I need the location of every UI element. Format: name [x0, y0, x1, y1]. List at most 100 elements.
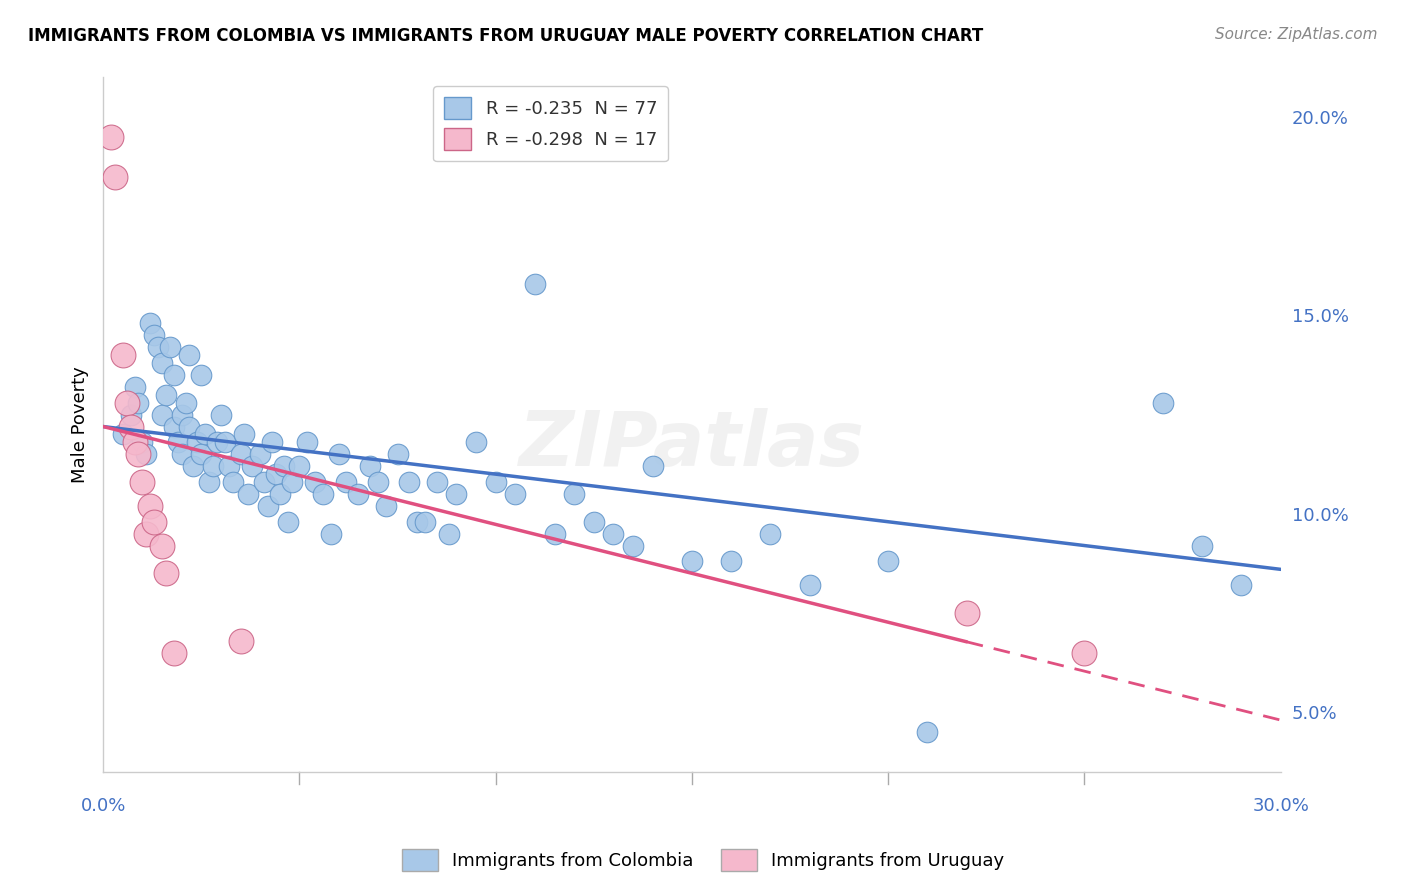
Point [238, 487, 260, 501]
Text: IMMIGRANTS FROM COLOMBIA VS IMMIGRANTS FROM URUGUAY MALE POVERTY CORRELATION CHA: IMMIGRANTS FROM COLOMBIA VS IMMIGRANTS F… [28, 27, 983, 45]
Point [155, 388, 177, 402]
Point [799, 578, 821, 592]
Point [209, 408, 232, 422]
Point [269, 487, 291, 501]
Point [127, 447, 149, 461]
Point [398, 475, 420, 489]
Point [328, 447, 350, 461]
Point [159, 340, 181, 354]
Point [186, 435, 208, 450]
Point [202, 459, 225, 474]
Point [249, 447, 271, 461]
Point [335, 475, 357, 489]
Point [135, 447, 157, 461]
Point [277, 515, 299, 529]
Point [120, 408, 142, 422]
Point [150, 356, 173, 370]
Point [111, 427, 134, 442]
Point [104, 169, 127, 184]
Point [124, 435, 146, 450]
Point [194, 427, 217, 442]
Point [720, 554, 742, 568]
Point [465, 435, 488, 450]
Text: Source: ZipAtlas.com: Source: ZipAtlas.com [1215, 27, 1378, 42]
Point [387, 447, 409, 461]
Text: ZIPatlas: ZIPatlas [519, 409, 865, 483]
Point [190, 447, 212, 461]
Point [190, 368, 212, 382]
Point [359, 459, 381, 474]
Point [166, 435, 188, 450]
Point [759, 526, 782, 541]
Point [111, 348, 134, 362]
Point [956, 606, 979, 620]
Point [240, 459, 263, 474]
Point [264, 467, 287, 482]
Point [917, 725, 939, 739]
Point [124, 380, 146, 394]
Point [115, 395, 138, 409]
Point [170, 408, 193, 422]
Point [127, 395, 149, 409]
Point [131, 435, 153, 450]
Point [319, 526, 342, 541]
Point [253, 475, 276, 489]
Point [179, 348, 201, 362]
Point [198, 475, 221, 489]
Point [297, 435, 319, 450]
Point [135, 526, 157, 541]
Point [288, 459, 311, 474]
Point [1191, 539, 1213, 553]
Point [312, 487, 335, 501]
Point [260, 435, 283, 450]
Point [143, 515, 166, 529]
Point [621, 539, 644, 553]
Point [150, 408, 173, 422]
Point [562, 487, 585, 501]
Text: 0.0%: 0.0% [80, 797, 125, 814]
Point [1073, 646, 1095, 660]
Text: 30.0%: 30.0% [1253, 797, 1309, 814]
Point [120, 419, 142, 434]
Point [183, 459, 205, 474]
Point [304, 475, 326, 489]
Point [582, 515, 605, 529]
Point [523, 277, 546, 291]
Point [877, 554, 900, 568]
Point [641, 459, 664, 474]
Y-axis label: Male Poverty: Male Poverty [72, 367, 89, 483]
Legend: R = -0.235  N = 77, R = -0.298  N = 17: R = -0.235 N = 77, R = -0.298 N = 17 [433, 87, 668, 161]
Point [1230, 578, 1253, 592]
Point [163, 419, 186, 434]
Point [374, 499, 396, 513]
Point [131, 475, 153, 489]
Point [406, 515, 429, 529]
Point [602, 526, 624, 541]
Point [229, 633, 252, 648]
Legend: Immigrants from Colombia, Immigrants from Uruguay: Immigrants from Colombia, Immigrants fro… [395, 842, 1011, 879]
Point [437, 526, 460, 541]
Point [273, 459, 295, 474]
Point [218, 459, 240, 474]
Point [179, 419, 201, 434]
Point [146, 340, 169, 354]
Point [139, 499, 162, 513]
Point [170, 447, 193, 461]
Point [233, 427, 256, 442]
Point [257, 499, 280, 513]
Point [280, 475, 302, 489]
Point [543, 526, 565, 541]
Point [143, 328, 166, 343]
Point [150, 539, 173, 553]
Point [163, 646, 186, 660]
Point [426, 475, 449, 489]
Point [446, 487, 468, 501]
Point [221, 475, 243, 489]
Point [139, 317, 162, 331]
Point [1152, 395, 1174, 409]
Point [205, 435, 228, 450]
Point [229, 447, 252, 461]
Point [214, 435, 236, 450]
Point [413, 515, 436, 529]
Point [347, 487, 370, 501]
